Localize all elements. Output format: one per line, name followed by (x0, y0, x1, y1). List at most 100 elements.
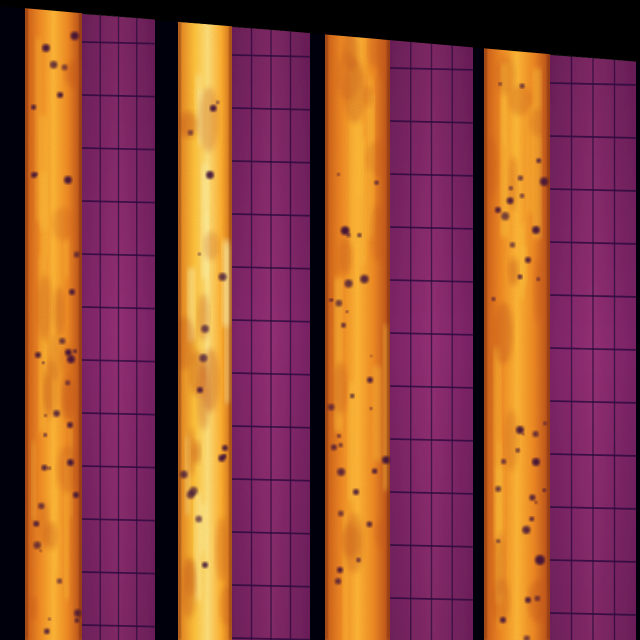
defect-spot (197, 387, 203, 393)
cell-grid-line (231, 107, 311, 111)
defect-spot (209, 104, 217, 112)
cell-grid-line (231, 372, 311, 376)
defect-spot (69, 289, 75, 295)
defect-spot (73, 349, 77, 354)
hot-panel-strip (172, 22, 237, 640)
cell-grid-line (81, 571, 156, 575)
defect-spot (543, 421, 547, 426)
defect-spot (367, 377, 373, 383)
defect-spot (66, 355, 76, 364)
heat-mottle (508, 257, 519, 286)
defect-spot (44, 414, 47, 418)
defect-spot (57, 92, 63, 98)
defect-spot (215, 100, 220, 105)
defect-spot (360, 274, 369, 284)
defect-spot (65, 380, 71, 386)
defect-spot (73, 492, 79, 498)
heat-mottle (198, 87, 219, 152)
defect-spot (495, 486, 502, 493)
defect-spot (222, 445, 228, 451)
defect-spot (501, 212, 510, 221)
defect-spot (350, 393, 355, 399)
defect-spot (67, 459, 74, 466)
defect-spot (199, 353, 208, 363)
defect-spot (532, 430, 539, 438)
heat-mottle (533, 258, 544, 324)
defect-spot (366, 521, 373, 528)
defect-spot (371, 468, 378, 474)
cell-grid-line (231, 478, 311, 482)
defect-spot (39, 549, 42, 553)
edge-shadow (387, 38, 390, 640)
cell-grid-line (81, 41, 156, 45)
heat-streak (347, 381, 356, 502)
defect-spot (202, 562, 208, 568)
heat-mottle (36, 274, 53, 341)
defect-spot (337, 467, 346, 477)
cell-grid-line (231, 425, 311, 429)
defect-spot (337, 567, 343, 573)
heat-mottle (527, 579, 551, 624)
cell-grid-line (389, 226, 474, 230)
edge-shadow (325, 34, 328, 640)
defect-spot (370, 354, 373, 358)
defect-spot (539, 177, 549, 186)
heat-streak (521, 245, 528, 287)
defect-spot (496, 539, 501, 544)
cell-grid-line (231, 54, 311, 58)
cell-grid-line (81, 624, 156, 628)
defect-spot (515, 448, 521, 453)
heat-mottle (197, 293, 210, 341)
defect-spot (35, 352, 41, 358)
top-shadow (0, 0, 640, 62)
defect-spot (519, 83, 525, 89)
heat-mottle (215, 517, 229, 582)
cell-grid-line (389, 438, 474, 442)
heat-streak (532, 68, 542, 239)
defect-spot (330, 444, 337, 451)
defect-spot (67, 422, 73, 428)
defect-spot (498, 82, 502, 86)
heat-streak (64, 237, 69, 278)
defect-spot (338, 442, 343, 448)
cell-grid-line (549, 294, 637, 298)
edge-shadow (484, 47, 487, 640)
heat-mottle (188, 350, 205, 397)
cell-grid-line (549, 135, 637, 139)
defect-spot (495, 207, 501, 213)
defect-spot (525, 597, 531, 603)
cell-grid-line (389, 120, 474, 124)
cell-grid-line (231, 266, 311, 270)
defect-spot (218, 272, 227, 282)
cell-grid-line (389, 597, 474, 601)
defect-spot (195, 515, 203, 523)
cell-grid-line (81, 94, 156, 98)
heat-mottle (367, 29, 381, 69)
defect-spot (491, 297, 496, 301)
defect-spot (43, 433, 48, 437)
cell-grid-line (549, 347, 637, 351)
defect-spot (525, 257, 531, 263)
defect-spot (38, 502, 45, 510)
defect-spot (341, 322, 346, 328)
defect-spot (61, 64, 68, 71)
defect-spot (534, 595, 541, 602)
heat-mottle (185, 559, 196, 596)
cell-grid-line (549, 241, 637, 245)
defect-spot (536, 158, 542, 164)
hot-panel-strip (481, 47, 551, 640)
cell-grid-line (549, 400, 637, 404)
cell-grid-line (81, 306, 156, 310)
heat-mottle (178, 111, 198, 138)
cell-grid-line (389, 279, 474, 283)
cell-grid-line (231, 531, 311, 535)
cell-grid-line (549, 612, 637, 616)
defect-spot (59, 337, 66, 345)
cell-grid-line (231, 584, 311, 588)
cell-grid-line (81, 200, 156, 204)
defect-spot (506, 197, 514, 205)
defect-spot (49, 60, 58, 69)
defect-spot (56, 578, 63, 584)
defect-spot (44, 628, 50, 635)
